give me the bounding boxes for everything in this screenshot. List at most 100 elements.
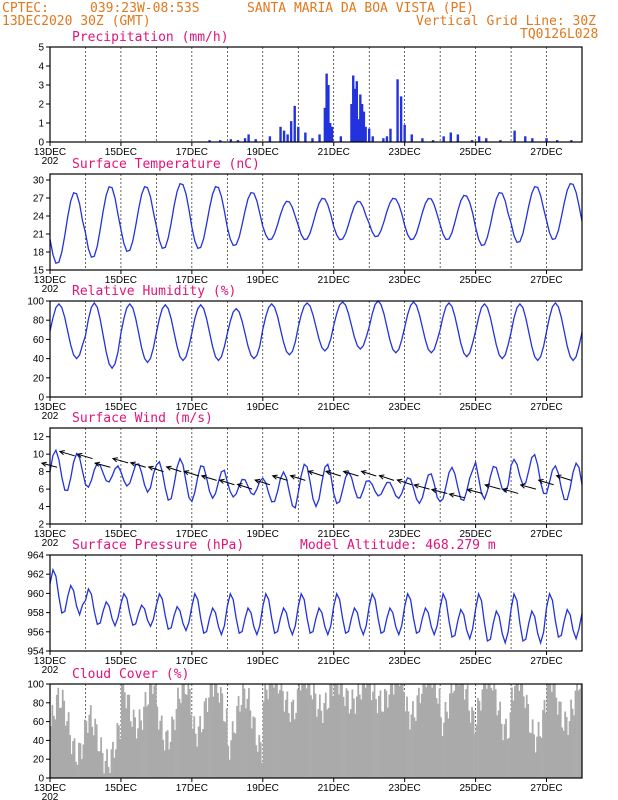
- cloud-bar: [242, 684, 244, 778]
- cloud-bar: [509, 712, 512, 778]
- wind-arrow-head: [342, 470, 349, 476]
- cloud-bar: [493, 684, 496, 778]
- wind-arrow-head: [236, 483, 243, 489]
- cloud-bar: [568, 721, 571, 778]
- cloud-bar: [57, 687, 60, 778]
- x-year-label: 202: [42, 538, 59, 549]
- cloud-bar: [415, 720, 417, 778]
- x-year-label: 202: [42, 411, 59, 422]
- wind-arrow-head: [183, 470, 190, 476]
- wind-arrow-head: [484, 483, 491, 489]
- wind-arrow: [201, 475, 217, 481]
- x-tick-label: 13DEC: [34, 783, 66, 794]
- precip-bar: [282, 130, 286, 142]
- cloud-bar: [443, 722, 445, 778]
- cloud-bar: [157, 729, 160, 778]
- y-tick-label: 958: [27, 608, 44, 619]
- cloud-bar: [420, 693, 423, 778]
- cloud-bar: [94, 718, 97, 778]
- cloud-bar: [88, 714, 91, 778]
- cloud-bar: [561, 727, 564, 778]
- cloud-bar: [386, 707, 389, 778]
- cloud-bar: [209, 684, 212, 778]
- cloud-bar: [484, 684, 487, 778]
- y-tick-label: 0: [38, 774, 44, 785]
- cloud-bar: [499, 701, 502, 778]
- cloud-bar: [488, 684, 491, 778]
- y-tick-label: 5: [38, 43, 44, 54]
- precip-bar: [304, 132, 307, 142]
- y-tick-label: 0: [38, 393, 44, 404]
- precip-bar: [442, 136, 445, 142]
- y-tick-label: 4: [38, 502, 44, 513]
- cloud-bar: [324, 692, 327, 778]
- x-tick-label: 19DEC: [247, 783, 279, 794]
- cloud-bar: [116, 723, 119, 778]
- x-tick-label: 15DEC: [105, 783, 137, 794]
- cloud-bar: [382, 711, 385, 778]
- cloud-bar: [570, 699, 572, 778]
- precip-bar: [470, 140, 474, 142]
- x-tick-label: 19DEC: [247, 402, 279, 413]
- cloud-bar: [305, 688, 308, 778]
- y-tick-label: 4: [38, 62, 44, 73]
- cloud-bar: [491, 690, 494, 778]
- cloud-bar: [117, 725, 120, 778]
- cloud-bar: [221, 693, 224, 778]
- cloud-bar: [446, 711, 448, 778]
- precip-bar: [286, 134, 289, 142]
- cloud-bar: [283, 711, 286, 778]
- precip-bar: [362, 111, 366, 142]
- x-tick-label: 21DEC: [318, 529, 350, 540]
- cloud-bar: [313, 684, 315, 778]
- wind-arrow: [379, 475, 395, 481]
- x-tick-label: 15DEC: [105, 656, 137, 667]
- cloud-bar: [194, 733, 197, 778]
- x-tick-label: 23DEC: [389, 402, 421, 413]
- cloud-bar: [482, 684, 485, 778]
- cloud-bar: [113, 757, 116, 778]
- cloud-bar: [174, 730, 176, 778]
- series-line-temp: [49, 182, 583, 265]
- cloud-bar: [150, 684, 153, 778]
- precip-bar: [524, 136, 527, 142]
- y-tick-label: 1: [38, 119, 44, 130]
- cloud-bar: [542, 710, 544, 778]
- cloud-bar: [175, 709, 178, 778]
- cloud-bar: [295, 712, 298, 778]
- precip-bar: [371, 136, 374, 142]
- cloud-bar: [287, 713, 290, 778]
- panel-temp: 15 18 21 24 27 30 13DEC 15DEC 17DEC 19DEC 21DEC 23D…: [33, 157, 583, 295]
- cloud-bar: [76, 764, 79, 778]
- cloud-bar: [367, 684, 370, 778]
- wind-arrow: [361, 470, 377, 477]
- cloud-bar: [546, 684, 549, 778]
- precip-bar: [456, 134, 460, 142]
- cloud-bar: [314, 693, 317, 778]
- x-tick-label: 27DEC: [530, 147, 562, 158]
- cloud-bar: [326, 709, 329, 778]
- y-tick-label: 24: [33, 212, 45, 223]
- x-tick-label: 15DEC: [105, 147, 137, 158]
- cloud-bar: [525, 694, 528, 778]
- cloud-bar: [206, 711, 209, 778]
- cloud-bar: [177, 687, 179, 778]
- cloud-bar: [558, 701, 561, 778]
- y-tick-label: 21: [33, 230, 45, 241]
- cloud-bar: [237, 696, 240, 778]
- precip-bar: [327, 85, 330, 142]
- cloud-bar: [75, 761, 77, 778]
- wind-arrow-head: [413, 483, 420, 489]
- cloud-bar: [301, 684, 303, 778]
- cloud-bar: [255, 745, 258, 778]
- x-tick-label: 19DEC: [247, 656, 279, 667]
- precip-bar: [325, 73, 328, 142]
- cloud-bar: [385, 690, 388, 778]
- precip-bar: [485, 138, 488, 142]
- cloud-bar: [426, 684, 429, 778]
- cloud-bar: [460, 684, 463, 778]
- header-grid-line: Vertical Grid Line: 30Z: [416, 14, 596, 29]
- cloud-bar: [188, 689, 191, 778]
- cloud-bar: [370, 700, 373, 778]
- cloud-bar: [85, 720, 88, 778]
